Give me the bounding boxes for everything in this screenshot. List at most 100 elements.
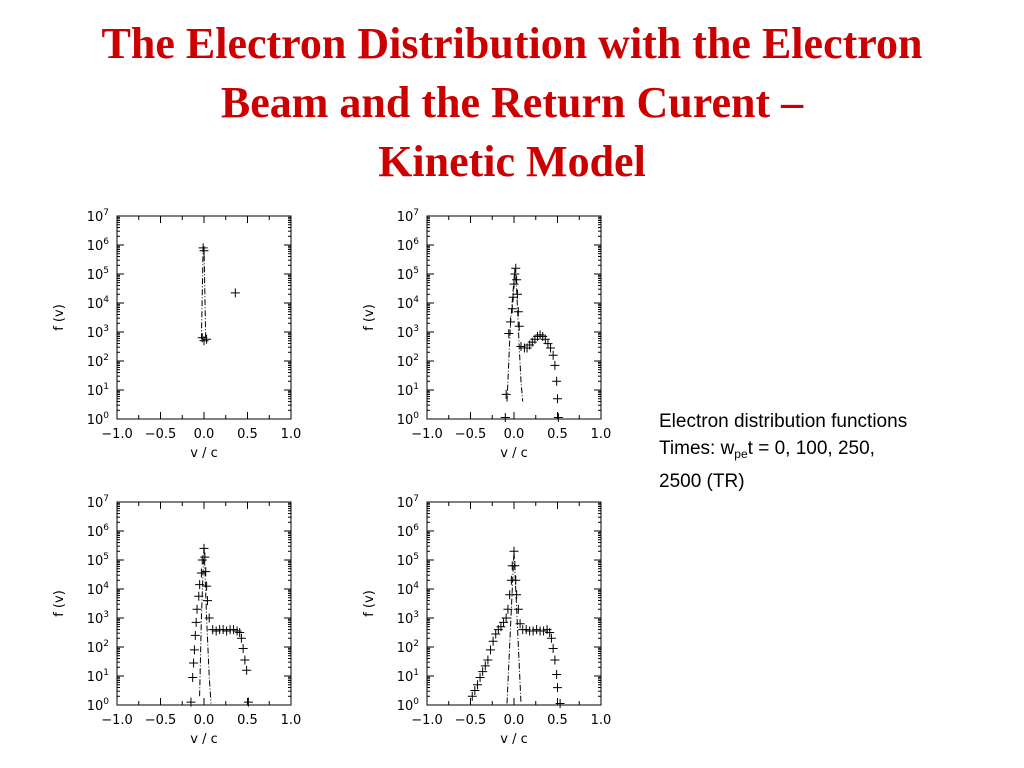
y-tick-label: 105 <box>397 266 419 283</box>
caption: Electron distribution functions Times: w… <box>659 408 1009 495</box>
data-point <box>191 617 201 627</box>
data-point <box>240 655 250 665</box>
data-point <box>552 670 562 680</box>
data-point <box>189 645 199 655</box>
x-tick-label: 1.0 <box>281 427 302 442</box>
y-tick-label: 105 <box>87 552 109 569</box>
y-tick-label: 106 <box>397 237 420 254</box>
x-tick-label: −1.0 <box>101 713 133 728</box>
title-line-2: Beam and the Return Curent – <box>220 78 804 127</box>
data-point <box>202 334 212 344</box>
y-tick-label: 102 <box>397 639 419 656</box>
data-point <box>550 360 560 370</box>
data-point <box>515 619 525 629</box>
data-point <box>192 604 202 614</box>
y-tick-label: 100 <box>87 697 110 714</box>
data-point <box>467 691 477 701</box>
caption-times-prefix: Times: w <box>659 438 735 459</box>
data-point <box>230 288 240 298</box>
data-point <box>555 699 565 709</box>
data-point <box>501 389 511 399</box>
y-tick-label: 107 <box>397 208 419 225</box>
data-point <box>470 686 480 695</box>
y-tick-label: 100 <box>87 411 110 428</box>
caption-times-subscript: pe <box>734 447 748 461</box>
y-tick-label: 101 <box>397 382 419 399</box>
y-tick-label: 103 <box>397 324 419 341</box>
data-point <box>195 580 205 590</box>
y-tick-label: 102 <box>87 639 109 656</box>
y-axis-label: f (v) <box>52 590 67 617</box>
model-curve <box>506 268 524 402</box>
data-point <box>545 628 555 637</box>
y-tick-label: 105 <box>397 552 419 569</box>
x-axis-label: v / c <box>500 446 528 461</box>
y-tick-label: 105 <box>87 266 109 283</box>
y-tick-label: 104 <box>397 295 420 312</box>
data-point <box>199 543 209 553</box>
data-point <box>483 655 493 665</box>
data-point <box>243 697 253 707</box>
data-point <box>190 630 200 640</box>
plot-frame <box>426 215 602 420</box>
data-point <box>491 629 501 639</box>
y-tick-label: 106 <box>87 523 110 540</box>
y-tick-label: 107 <box>87 494 109 511</box>
data-point <box>204 613 214 623</box>
y-tick-label: 107 <box>87 208 109 225</box>
y-tick-label: 103 <box>87 324 109 341</box>
x-tick-label: 1.0 <box>281 713 302 728</box>
data-point <box>188 672 198 682</box>
y-tick-label: 101 <box>397 668 419 685</box>
data-point <box>513 307 523 317</box>
data-point <box>236 633 246 643</box>
data-point <box>548 350 558 360</box>
data-point <box>503 604 513 614</box>
x-tick-label: −0.5 <box>455 427 487 442</box>
data-point <box>202 596 212 606</box>
x-tick-label: −1.0 <box>101 427 133 442</box>
data-point <box>514 321 524 331</box>
data-point <box>546 343 556 353</box>
x-axis-label: v / c <box>500 732 528 747</box>
data-point <box>511 263 521 273</box>
data-point <box>235 628 245 637</box>
plot-frame <box>116 501 292 706</box>
data-point <box>504 328 514 338</box>
x-tick-label: 1.0 <box>591 713 612 728</box>
y-tick-label: 103 <box>397 610 419 627</box>
chart-panel-1: −1.0 −0.5 0.0 0.5 1.0 100 101 102 103 104 105 106 10… <box>52 208 301 461</box>
data-point <box>513 604 523 614</box>
data-point <box>186 697 196 707</box>
data-point <box>201 567 211 577</box>
slide-title: The Electron Distribution with the Elect… <box>0 14 1024 191</box>
x-tick-label: 1.0 <box>591 427 612 442</box>
data-point <box>510 269 520 279</box>
x-tick-label: −0.5 <box>455 713 487 728</box>
data-point <box>196 568 206 578</box>
x-tick-label: 0.5 <box>547 427 568 442</box>
data-point <box>552 376 562 386</box>
data-point <box>486 645 496 655</box>
data-point <box>200 552 210 562</box>
model-curve <box>199 545 212 704</box>
data-point <box>553 413 563 423</box>
x-tick-label: 0.0 <box>194 713 215 728</box>
data-point <box>553 683 562 693</box>
x-axis-label: v / c <box>190 732 218 747</box>
data-point <box>543 339 553 349</box>
y-tick-label: 100 <box>397 697 420 714</box>
x-tick-label: 0.5 <box>547 713 568 728</box>
data-point <box>509 279 519 289</box>
x-tick-label: 0.0 <box>194 427 215 442</box>
y-tick-label: 104 <box>87 295 110 312</box>
y-tick-label: 104 <box>87 581 110 598</box>
data-point <box>550 655 560 665</box>
caption-line-2: Times: wpet = 0, 100, 250, <box>659 435 1009 468</box>
y-axis-label: f (v) <box>362 590 377 617</box>
data-point <box>475 672 485 682</box>
data-point <box>512 275 522 285</box>
data-point <box>512 590 522 600</box>
x-tick-label: 0.0 <box>504 427 525 442</box>
